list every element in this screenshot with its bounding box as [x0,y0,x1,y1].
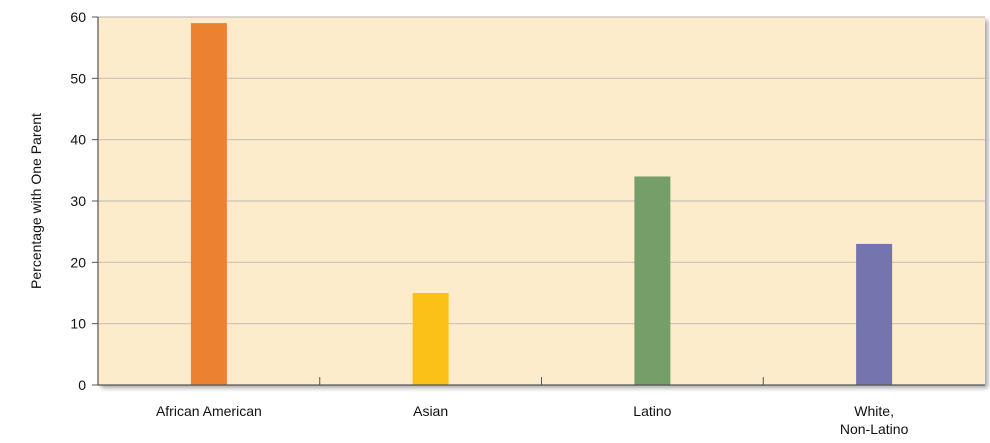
bar [412,293,449,385]
y-tick-label: 40 [70,132,86,148]
y-tick-labels: 0 10 20 30 40 50 60 [70,9,86,393]
x-category-label: Latino [633,403,671,419]
y-axis-title: Percentage with One Parent [28,113,44,289]
bars [190,23,893,386]
gridlines [98,16,985,325]
x-category-label: Asian [413,403,448,419]
category-labels: African American Asian Latino White, Non-Lat… [156,403,909,437]
y-tick-label: 50 [70,70,86,86]
x-category-label: Non-Latino [840,421,909,437]
axes [92,16,985,386]
y-tick-label: 0 [78,377,86,393]
y-tick-label: 10 [70,316,86,332]
y-tick-label: 60 [70,9,86,25]
x-category-label: African American [156,403,262,419]
bar [634,176,671,385]
bar [190,23,227,386]
bar [856,243,893,385]
y-tick-label: 20 [70,254,86,270]
x-category-label: White, [854,403,894,419]
y-tick-label: 30 [70,193,86,209]
